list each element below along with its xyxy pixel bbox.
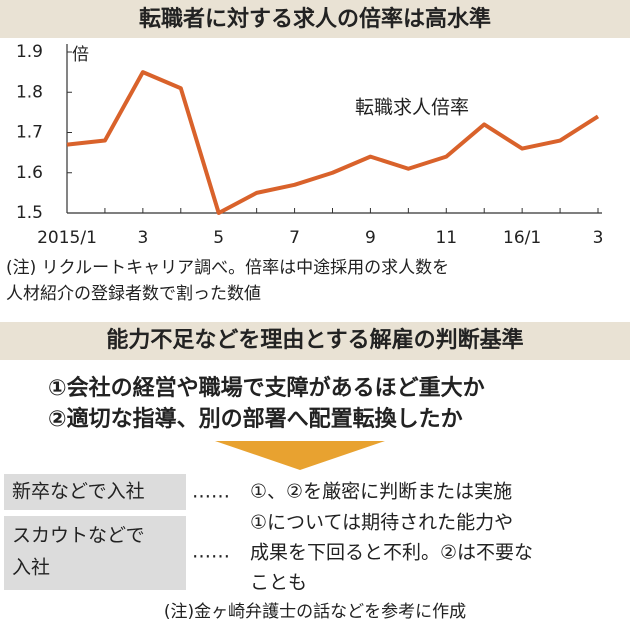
y-tick-label: 1.9 [16, 42, 43, 62]
case-label: 新卒などで入社 [12, 481, 145, 503]
x-tick-label: 5 [213, 228, 224, 248]
note: (注) リクルートキャリア調べ。倍率は中途採用の求人数を [6, 258, 449, 278]
y-tick-label: 1.5 [16, 203, 43, 223]
chart-title: 転職者に対する求人の倍率は高水準 [139, 6, 491, 32]
y-unit: 倍 [72, 45, 89, 65]
case-text: ①については期待された能力や [250, 512, 513, 534]
criteria-title: 能力不足などを理由とする解雇の判断基準 [106, 327, 523, 353]
y-tick-label: 1.8 [16, 82, 43, 102]
case-box [4, 516, 186, 590]
title-banner [0, 0, 630, 38]
note: 人材紹介の登録者数で割った数値 [6, 284, 261, 304]
case-label: スカウトなどで [12, 525, 145, 547]
case-label: 入社 [12, 557, 50, 579]
x-tick-label: 16/1 [503, 228, 541, 248]
leader: …… [192, 541, 230, 563]
x-tick-label: 2015/1 [37, 228, 97, 248]
y-tick-label: 1.7 [16, 123, 43, 143]
data-line [66, 70, 600, 215]
x-tick-label: 3 [593, 228, 604, 248]
case-text: 成果を下回ると不利。②は不要な [250, 542, 533, 564]
x-tick-label: 11 [435, 228, 457, 248]
x-tick-label: 7 [289, 228, 300, 248]
criteria-item: ②適切な指導、別の部署へ配置転換したか [48, 406, 463, 432]
y-tick-label: 1.6 [16, 163, 43, 183]
source: (注)金ヶ崎弁護士の話などを参考に作成 [164, 602, 466, 622]
case-text: ①、②を厳密に判断または実施 [250, 481, 512, 503]
criteria-banner [0, 322, 630, 360]
case-text: ことも [250, 572, 307, 594]
criteria-item: ①会社の経営や職場で支障があるほど重大か [48, 375, 485, 401]
case-box [4, 474, 186, 510]
leader: …… [192, 481, 230, 503]
x-tick-label: 3 [137, 228, 148, 248]
arrow [215, 441, 385, 470]
series-label: 転職求人倍率 [355, 97, 469, 119]
x-tick-label: 9 [365, 228, 376, 248]
